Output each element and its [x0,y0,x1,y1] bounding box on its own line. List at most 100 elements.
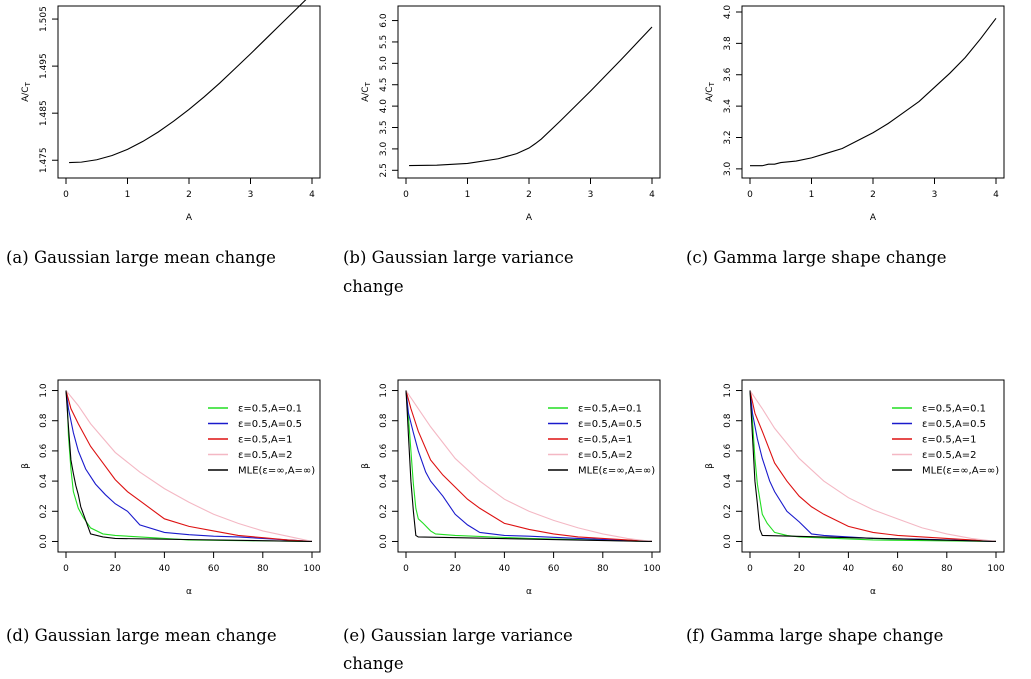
legend-label-e: ε=0.5,A=0.1 [578,404,642,415]
x-tick-label-b: 4 [649,190,655,200]
x-tick-label-c: 4 [993,190,999,200]
x-tick-label-f: 60 [892,564,904,574]
y-tick-label-f: 0.2 [723,504,733,518]
caption-b-line2: change [343,277,404,296]
y-tick-label-c: 3.2 [723,130,733,144]
x-tick-label-e: 60 [548,564,560,574]
series-line-e-1 [405,390,653,543]
y-tick-label-f: 0.4 [723,474,733,489]
x-tick-label-e: 20 [449,564,461,574]
caption-f: (f) Gamma large shape change [686,626,944,645]
y-tick-label-f: 0.0 [723,534,733,549]
y-tick-label-b: 4.5 [379,78,389,92]
y-tick-label-b: 5.0 [379,56,389,71]
series-line-e-4 [405,390,653,543]
x-tick-label-b: 2 [526,190,532,200]
caption-e-line2: change [343,654,404,673]
x-tick-label-d: 60 [208,564,220,574]
series-line-d-2 [65,390,313,543]
x-tick-label-b: 1 [465,190,471,200]
x-tick-label-c: 2 [870,190,876,200]
x-tick-label-a: 2 [186,190,192,200]
series-line-d-4 [65,390,313,543]
legend-label-f: ε=0.5,A=0.1 [922,404,986,415]
caption-b-line1: (b) Gaussian large variance [343,248,574,267]
y-tick-label-d: 0.4 [39,474,49,489]
x-axis-label-e: α [526,587,532,597]
y-tick-label-c: 3.4 [723,99,733,114]
x-tick-label-c: 1 [809,190,815,200]
x-tick-label-e: 80 [597,564,609,574]
x-tick-label-a: 4 [309,190,315,200]
legend-label-e: ε=0.5,A=0.5 [578,419,642,430]
legend-label-d: ε=0.5,A=0.1 [238,404,302,415]
x-tick-label-e: 0 [403,564,409,574]
series-line-d-0 [65,390,313,543]
y-axis-label-e: β [361,463,371,469]
series-line-f-0 [749,390,997,543]
plot-frame-b [397,5,661,179]
legend-label-e: ε=0.5,A=2 [578,450,632,461]
legend-label-e: ε=0.5,A=1 [578,435,632,446]
plot-frame-f [741,379,1005,553]
x-tick-label-b: 0 [403,190,409,200]
x-tick-label-e: 40 [499,564,511,574]
y-tick-label-a: 1.505 [39,6,49,32]
y-tick-label-b: 6.0 [379,13,389,28]
series-line-f-4 [749,390,997,543]
y-axis-label-a: A/CT [21,81,32,101]
y-tick-label-e: 0.0 [379,534,389,549]
x-tick-label-f: 0 [747,564,753,574]
y-tick-label-a: 1.485 [39,100,49,126]
y-tick-label-b: 4.0 [379,99,389,114]
y-tick-label-d: 0.8 [39,413,49,428]
y-tick-label-b: 3.0 [379,141,389,156]
y-tick-label-f: 0.8 [723,413,733,428]
y-tick-label-b: 5.5 [379,35,389,49]
x-tick-label-b: 3 [588,190,594,200]
x-axis-label-d: α [186,587,192,597]
x-tick-label-c: 3 [932,190,938,200]
legend-label-d: ε=0.5,A=1 [238,435,292,446]
legend-label-e: MLE(ε=∞,A=∞) [578,466,655,477]
x-tick-label-f: 20 [793,564,805,574]
x-tick-label-c: 0 [747,190,753,200]
y-tick-label-f: 1.0 [723,383,733,398]
plot-frame-c [741,5,1005,179]
x-tick-label-d: 100 [303,564,320,574]
y-tick-label-d: 0.2 [39,504,49,518]
y-tick-label-e: 0.4 [379,474,389,489]
series-line-e-3 [405,390,653,543]
y-axis-label-f: β [705,463,715,469]
series-line-f-2 [749,390,997,543]
y-tick-label-e: 1.0 [379,383,389,398]
x-tick-label-f: 100 [987,564,1004,574]
series-line-e-0 [405,390,653,543]
x-axis-label-b: A [526,213,533,223]
legend-label-f: MLE(ε=∞,A=∞) [922,466,999,477]
y-tick-label-e: 0.6 [379,443,389,458]
x-axis-label-f: α [870,587,876,597]
x-tick-label-a: 3 [248,190,254,200]
legend-label-f: ε=0.5,A=0.5 [922,419,986,430]
x-tick-label-d: 0 [63,564,69,574]
y-tick-label-c: 4.0 [723,5,733,20]
x-tick-label-d: 40 [159,564,171,574]
x-tick-label-a: 0 [63,190,69,200]
x-tick-label-a: 1 [125,190,131,200]
x-axis-label-a: A [186,213,193,223]
y-axis-label-b: A/CT [361,81,372,101]
x-tick-label-f: 80 [941,564,953,574]
plot-frame-a [57,5,321,179]
y-axis-label-c: A/CT [705,81,716,101]
x-tick-label-f: 40 [843,564,855,574]
caption-c: (c) Gamma large shape change [686,248,947,267]
y-axis-label-d: β [21,463,31,469]
series-line-a-0 [69,0,307,164]
x-tick-label-d: 20 [109,564,121,574]
y-tick-label-f: 0.6 [723,443,733,458]
series-line-f-3 [749,390,997,543]
y-tick-label-e: 0.2 [379,504,389,518]
y-tick-label-a: 1.495 [39,53,49,79]
